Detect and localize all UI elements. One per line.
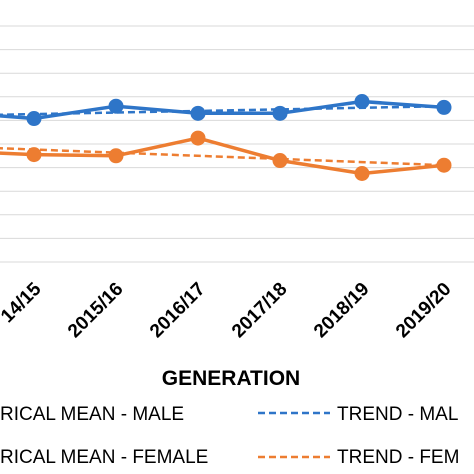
legend-label: TREND - MAL bbox=[337, 404, 458, 425]
x-tick-label: 2017/18 bbox=[228, 279, 291, 342]
series-lines bbox=[0, 99, 445, 176]
data-markers bbox=[26, 94, 452, 181]
data-point-2-2019/20 bbox=[436, 157, 452, 173]
data-point-2-2018/19 bbox=[354, 166, 370, 181]
x-axis-title: GENERATION bbox=[162, 367, 300, 390]
data-point-0-2014/15 bbox=[26, 111, 42, 127]
x-tick-label: 2015/16 bbox=[64, 279, 127, 342]
x-axis-tick-labels: 14/15 2015/16 2016/17 2017/18 2018/19 2019/20 bbox=[0, 278, 456, 342]
data-point-0-2016/17 bbox=[190, 105, 206, 121]
data-point-0-2015/16 bbox=[108, 98, 124, 114]
data-point-0-2019/20 bbox=[436, 99, 452, 115]
data-point-2-2015/16 bbox=[108, 148, 124, 164]
x-tick-label: 2018/19 bbox=[310, 279, 373, 342]
data-point-2-2014/15 bbox=[26, 147, 42, 163]
x-tick-label: 2019/20 bbox=[392, 279, 455, 342]
data-point-2-2016/17 bbox=[190, 130, 206, 146]
data-point-2-2017/18 bbox=[272, 153, 288, 169]
legend-label: RICAL MEAN - MALE bbox=[0, 404, 184, 425]
x-tick-label: 14/15 bbox=[0, 278, 46, 327]
gridlines bbox=[0, 25, 474, 263]
legend-label: TREND - FEM bbox=[337, 447, 459, 468]
legend-label: RICAL MEAN - FEMALE bbox=[0, 447, 208, 468]
legend: RICAL MEAN - MALE RICAL MEAN - FEMALE TREN… bbox=[0, 404, 459, 468]
data-point-0-2018/19 bbox=[354, 94, 370, 110]
data-point-0-2017/18 bbox=[272, 105, 288, 121]
x-tick-label: 2016/17 bbox=[146, 279, 209, 342]
